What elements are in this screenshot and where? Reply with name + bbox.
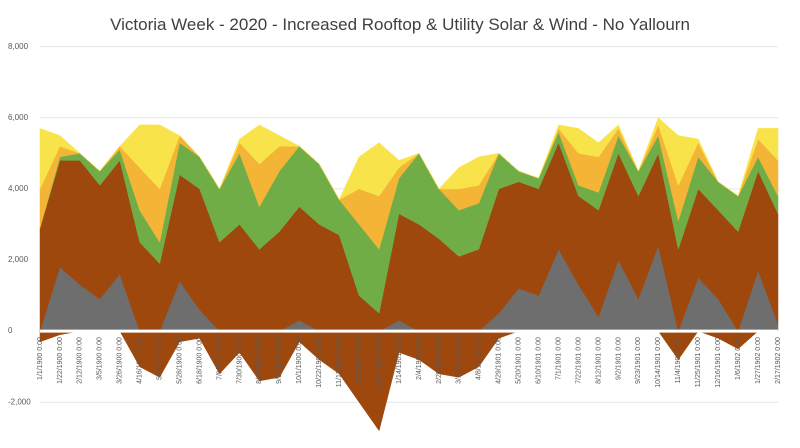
x-tick-label: 2/17/1902 0:00 xyxy=(775,337,782,384)
x-tick-label: 1/27/1902 0:00 xyxy=(755,337,762,384)
x-tick-label: 8/12/1901 0:00 xyxy=(595,337,602,384)
x-tick-label: 12/24/1900 0:00 xyxy=(376,337,383,388)
x-tick-label: 6/10/1901 0:00 xyxy=(535,337,542,384)
x-tick-label: 1/22/1900 0:00 xyxy=(57,337,64,384)
x-tick-label: 10/14/1901 0:00 xyxy=(655,337,662,388)
x-tick-label: 2/25/1901 0:00 xyxy=(436,337,443,384)
y-tick-label: 8,000 xyxy=(8,42,29,51)
x-tick-label: 7/30/1900 0:00 xyxy=(236,337,243,384)
x-tick-label: 7/9/1900 0:00 xyxy=(216,337,223,380)
x-tick-label: 1/14/1901 0:00 xyxy=(396,337,403,384)
x-tick-label: 3/18/1901 0:00 xyxy=(456,337,463,384)
x-tick-label: 1/1/1900 0:00 xyxy=(37,337,44,380)
x-tick-label: 4/8/1901 0:00 xyxy=(476,337,483,380)
x-tick-label: 7/22/1901 0:00 xyxy=(575,337,582,384)
x-tick-label: 11/25/1901 0:00 xyxy=(695,337,702,387)
x-tick-label: 1/6/1902 0:00 xyxy=(735,337,742,380)
x-tick-label: 10/22/1900 0:00 xyxy=(316,337,323,388)
x-tick-label: 4/16/1900 0:00 xyxy=(137,337,144,384)
y-tick-label: 4,000 xyxy=(8,184,29,193)
x-tick-label: 2/4/1901 0:00 xyxy=(416,337,423,380)
x-tick-label: 11/4/1901 0:00 xyxy=(675,337,682,383)
x-tick-label: 12/3/1900 0:00 xyxy=(356,337,363,384)
y-tick-label: 0 xyxy=(8,326,13,335)
x-tick-label: 10/1/1900 0:00 xyxy=(296,337,303,384)
chart-title: Victoria Week - 2020 - Increased Rooftop… xyxy=(110,15,690,34)
x-tick-label: 3/26/1900 0:00 xyxy=(117,337,124,384)
x-tick-label: 7/1/1901 0:00 xyxy=(555,337,562,380)
x-tick-label: 11/12/1900 0:00 xyxy=(336,337,343,387)
y-tick-label: -2,000 xyxy=(8,397,31,406)
x-tick-label: 3/5/1900 0:00 xyxy=(97,337,104,380)
y-tick-label: 2,000 xyxy=(8,255,29,264)
x-tick-label: 5/20/1901 0:00 xyxy=(516,337,523,384)
x-tick-label: 9/10/1900 0:00 xyxy=(276,337,283,384)
area xyxy=(39,117,779,201)
x-tick-label: 9/23/1901 0:00 xyxy=(635,337,642,384)
x-tick-label: 2/12/1900 0:00 xyxy=(77,337,84,384)
y-tick-label: 6,000 xyxy=(8,113,29,122)
x-tick-label: 5/7/1900 0:00 xyxy=(157,337,164,380)
x-tick-label: 9/2/1901 0:00 xyxy=(615,337,622,380)
x-tick-label: 5/28/1900 0:00 xyxy=(176,337,183,384)
x-tick-label: 4/29/1901 0:00 xyxy=(496,337,503,384)
x-tick-label: 8/20/1900 0:00 xyxy=(256,337,263,384)
x-tick-label: 6/18/1900 0:00 xyxy=(196,337,203,384)
x-tick-label: 12/16/1901 0:00 xyxy=(715,337,722,388)
